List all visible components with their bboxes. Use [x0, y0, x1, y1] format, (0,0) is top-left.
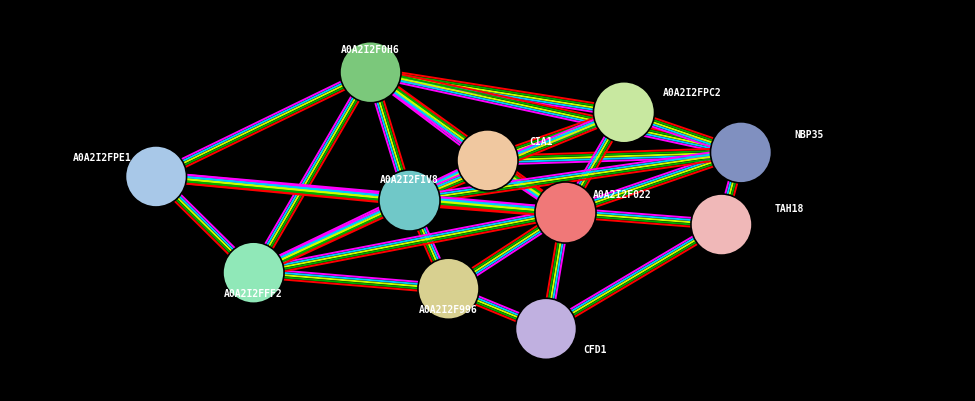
Point — [363, 69, 378, 75]
Text: A0A2I2FFF2: A0A2I2FFF2 — [224, 289, 283, 298]
Point — [733, 149, 749, 156]
Point — [480, 157, 495, 164]
Text: A0A2I2FIV8: A0A2I2FIV8 — [380, 175, 439, 184]
Text: A0A2I2F996: A0A2I2F996 — [419, 305, 478, 314]
Point — [148, 173, 164, 180]
Text: A0A2I2FPC2: A0A2I2FPC2 — [663, 88, 722, 98]
Point — [538, 326, 554, 332]
Point — [246, 269, 261, 276]
Point — [616, 109, 632, 115]
Point — [402, 197, 417, 204]
Text: TAH18: TAH18 — [775, 204, 804, 213]
Text: A0A2I2FPE1: A0A2I2FPE1 — [73, 153, 132, 163]
Text: A0A2I2F0H6: A0A2I2F0H6 — [341, 45, 400, 55]
Point — [714, 221, 729, 228]
Text: CIA1: CIA1 — [529, 138, 553, 147]
Text: NBP35: NBP35 — [795, 130, 824, 140]
Text: A0A2I2F022: A0A2I2F022 — [593, 190, 651, 200]
Point — [558, 209, 573, 216]
Point — [441, 286, 456, 292]
Text: CFD1: CFD1 — [583, 345, 606, 354]
